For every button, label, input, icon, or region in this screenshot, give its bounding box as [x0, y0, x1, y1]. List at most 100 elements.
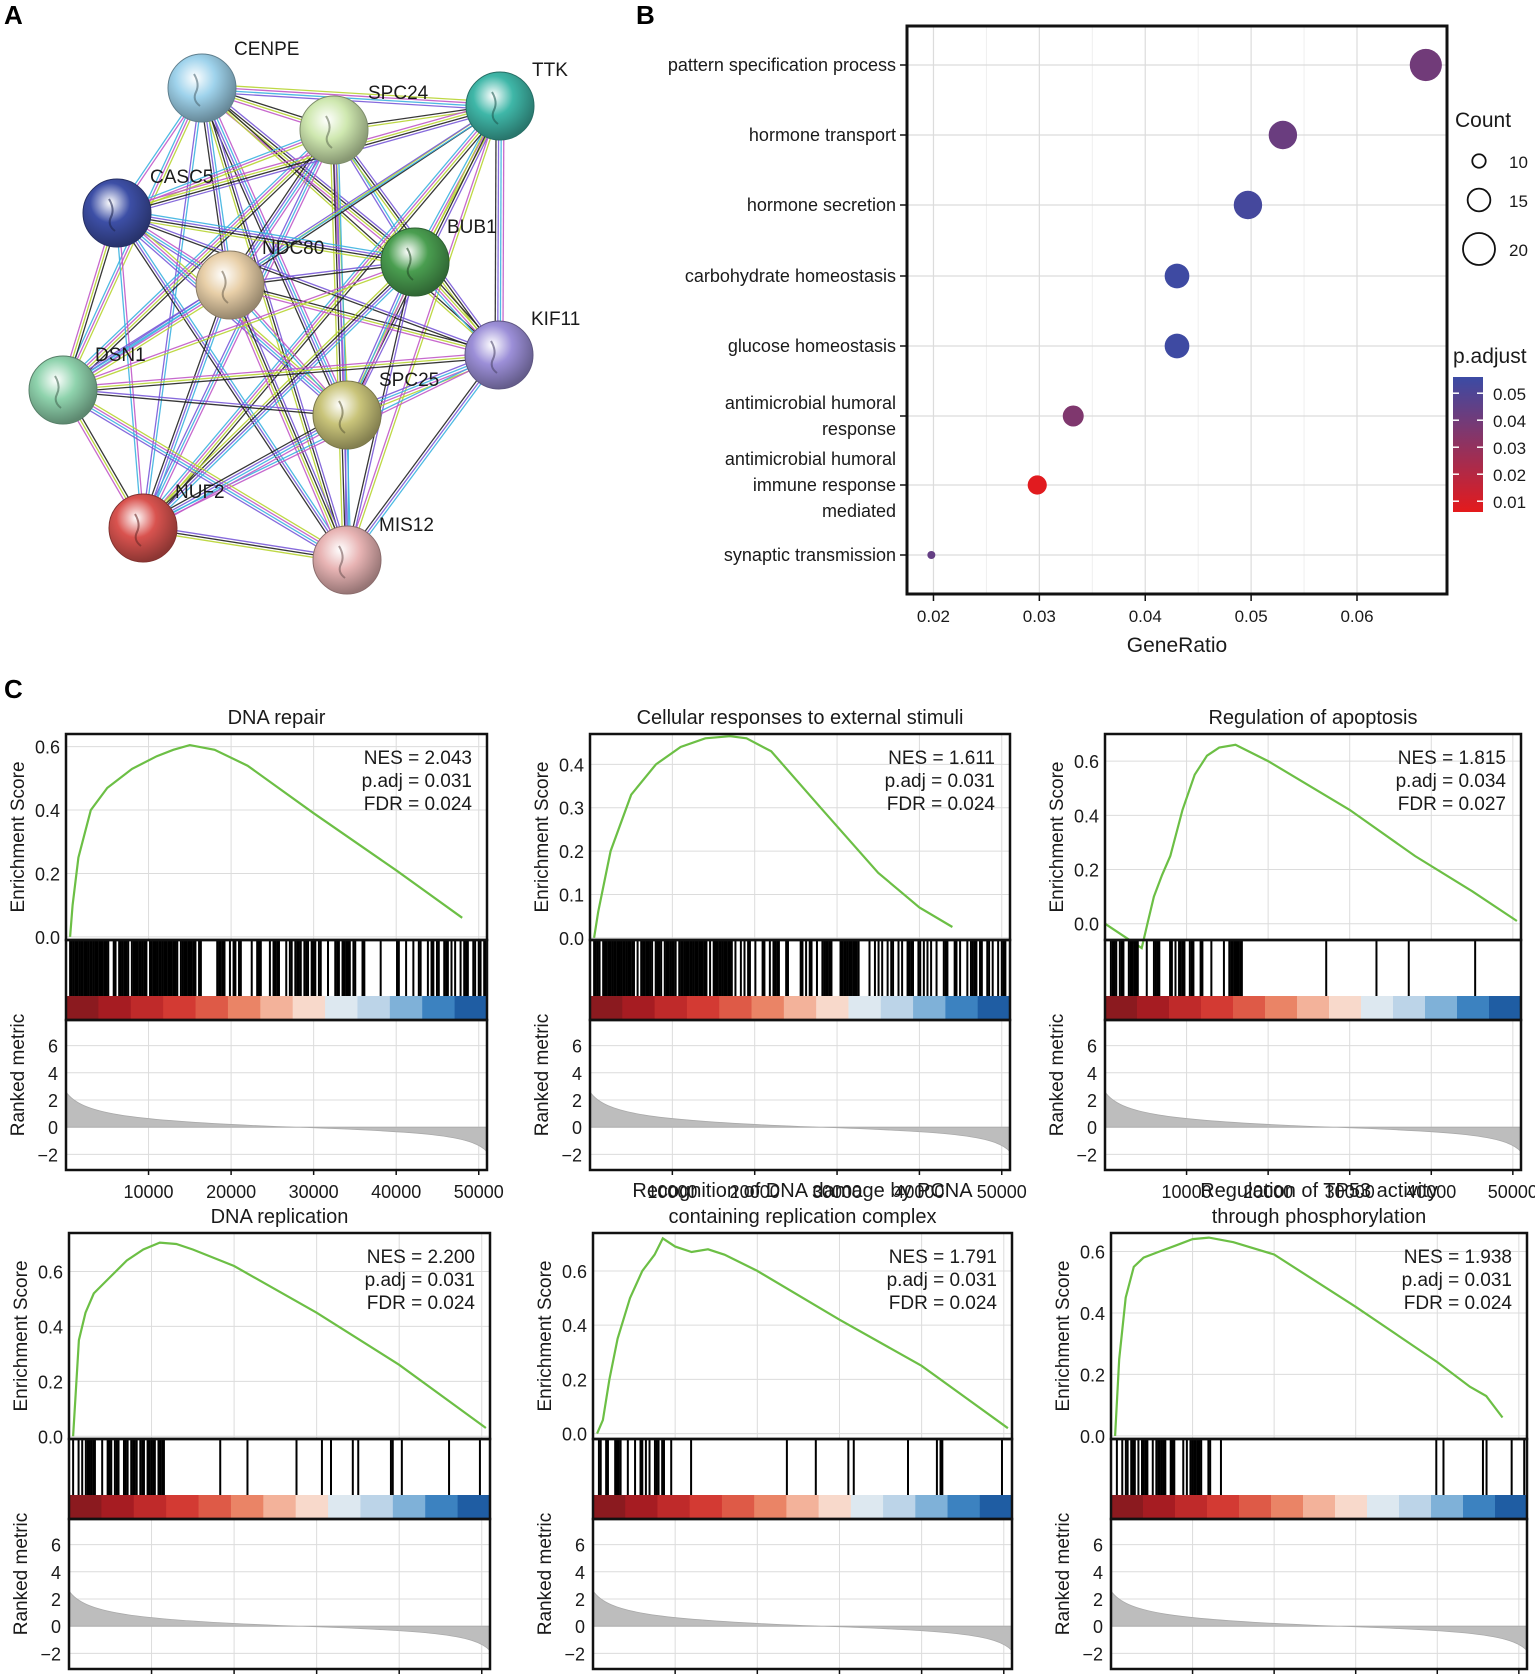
rank-tick-label: 4: [51, 1563, 61, 1583]
network-edge-line: [114, 214, 346, 562]
gsea-stat: p.adj = 0.031: [1402, 1270, 1512, 1291]
network-edge-line: [200, 88, 499, 357]
rank-axis-label: Ranked metric: [535, 1513, 556, 1636]
es-tick-label: 0.0: [559, 929, 584, 949]
dot-6: [1062, 405, 1084, 427]
protein-structure-icon: [325, 115, 333, 149]
network-edge-line: [142, 413, 347, 528]
es-tick-label: 0.4: [1080, 1304, 1105, 1324]
network-edge-line: [204, 86, 352, 414]
rank-heat-cell: [1367, 1495, 1400, 1519]
rank-tick-label: 2: [48, 1091, 58, 1111]
rank-tick-label: 2: [575, 1590, 585, 1610]
rank-tick-label: −2: [37, 1145, 58, 1165]
gsea-plot-6: Regulation of TP53 activity through phosp…: [1053, 1180, 1529, 1674]
network-edge-line: [63, 262, 416, 392]
rank-heat-cell: [1169, 996, 1202, 1020]
gsea-stat: p.adj = 0.031: [365, 1270, 475, 1291]
x-tick-label: 30000: [812, 1182, 862, 1202]
network-edge-line: [61, 128, 334, 390]
network-edge-line: [332, 130, 347, 561]
network-edge-line: [143, 524, 348, 559]
ranked-metric-area: [68, 1589, 491, 1652]
protein-structure-icon: [338, 545, 346, 579]
x-tick-label: 40000: [1406, 1182, 1456, 1202]
padj-legend-label: 0.05: [1493, 385, 1526, 404]
gsea-plot-5: Recognition of DNA damage by PCNA contain…: [535, 1180, 1014, 1674]
gsea-title: Cellular responses to external stimuli: [637, 707, 964, 729]
network-edge-line: [115, 126, 334, 212]
es-tick-label: 0.0: [35, 928, 60, 948]
gsea-plot-2: Cellular responses to external stimuli 0.…: [532, 707, 1027, 1202]
network-edge-line: [139, 258, 413, 526]
network-edge-line: [144, 285, 234, 530]
network-edge-line: [348, 356, 502, 562]
network-edge-line: [502, 106, 505, 356]
gsea-stat: NES = 1.815: [1398, 748, 1506, 769]
padj-legend-label: 0.01: [1493, 493, 1526, 512]
rank-heat-cell: [130, 996, 164, 1020]
rank-heat-cell: [69, 1495, 102, 1519]
rank-heat-cell: [227, 996, 261, 1020]
count-legend-label: 10: [1509, 153, 1528, 172]
network-edge-line: [202, 83, 501, 103]
network-edge-line: [116, 213, 499, 357]
es-tick-label: 0.4: [559, 755, 584, 775]
network-edge-line: [62, 351, 499, 389]
gsea-stat: NES = 2.200: [367, 1247, 475, 1268]
network-edge-line: [225, 286, 345, 562]
es-axis-label: Enrichment Score: [11, 1260, 32, 1411]
network-node-label: MIS12: [379, 515, 434, 536]
rank-heat-cell: [1399, 1495, 1432, 1519]
network-edge-line: [64, 386, 350, 558]
rank-frame: [591, 1517, 1014, 1671]
network-edge-line: [143, 355, 500, 530]
rank-heat-cell: [657, 1495, 691, 1519]
es-tick-label: 0.0: [38, 1427, 63, 1447]
rank-heat-cell: [880, 996, 914, 1020]
padj-legend-label: 0.03: [1493, 439, 1526, 458]
gsea-stat: FDR = 0.024: [887, 794, 996, 815]
es-tick-label: 0.1: [559, 885, 584, 905]
rank-heat-cell: [977, 996, 1011, 1020]
protein-structure-icon: [108, 198, 116, 232]
gsea-title: Recognition of DNA damage by PCNA: [632, 1180, 973, 1202]
es-tick-label: 0.6: [38, 1262, 63, 1282]
rank-heat-cell: [848, 996, 882, 1020]
rank-tick-label: 4: [575, 1563, 585, 1583]
term-label: synaptic transmission: [724, 545, 896, 565]
x-tick-label: 50000: [454, 1182, 504, 1202]
network-edge-line: [139, 283, 229, 528]
gsea-stat: FDR = 0.024: [367, 1293, 476, 1314]
rank-heat-cell: [590, 996, 623, 1020]
network-edge-line: [116, 213, 415, 264]
network-edge-line: [63, 106, 502, 392]
network-edge-line: [63, 388, 348, 415]
network-edge-line: [143, 88, 204, 529]
network-node-label: DSN1: [95, 345, 146, 366]
network-edge-line: [117, 211, 500, 355]
term-label: glucose homeostasis: [728, 336, 896, 356]
network-edge-line: [497, 105, 500, 355]
x-tick-label: 0.06: [1340, 607, 1373, 626]
gsea-stat: FDR = 0.024: [1404, 1293, 1513, 1314]
enrichment-score-curve: [72, 1241, 487, 1437]
x-tick-label: 0.02: [917, 607, 950, 626]
rank-heat-cell: [454, 996, 488, 1020]
term-label: antimicrobial humoral: [725, 393, 896, 413]
network-edge-line: [494, 105, 497, 355]
rank-heat-cell: [392, 1495, 426, 1519]
ranked-metric-area: [592, 1589, 1013, 1652]
rank-heat-cell: [783, 996, 817, 1020]
es-tick-label: 0.3: [559, 799, 584, 819]
count-legend-title: Count: [1455, 109, 1511, 132]
network-edge-line: [329, 130, 344, 561]
rank-heat-cell: [1233, 996, 1266, 1020]
rank-heat-cell: [1303, 1495, 1336, 1519]
rank-tick-label: 6: [572, 1037, 582, 1057]
rank-tick-label: −2: [561, 1145, 582, 1165]
rank-heat-cell: [913, 996, 946, 1020]
rank-heat-cell: [786, 1495, 820, 1519]
plot-frame: [905, 24, 1449, 596]
rank-tick-label: 6: [48, 1037, 58, 1057]
